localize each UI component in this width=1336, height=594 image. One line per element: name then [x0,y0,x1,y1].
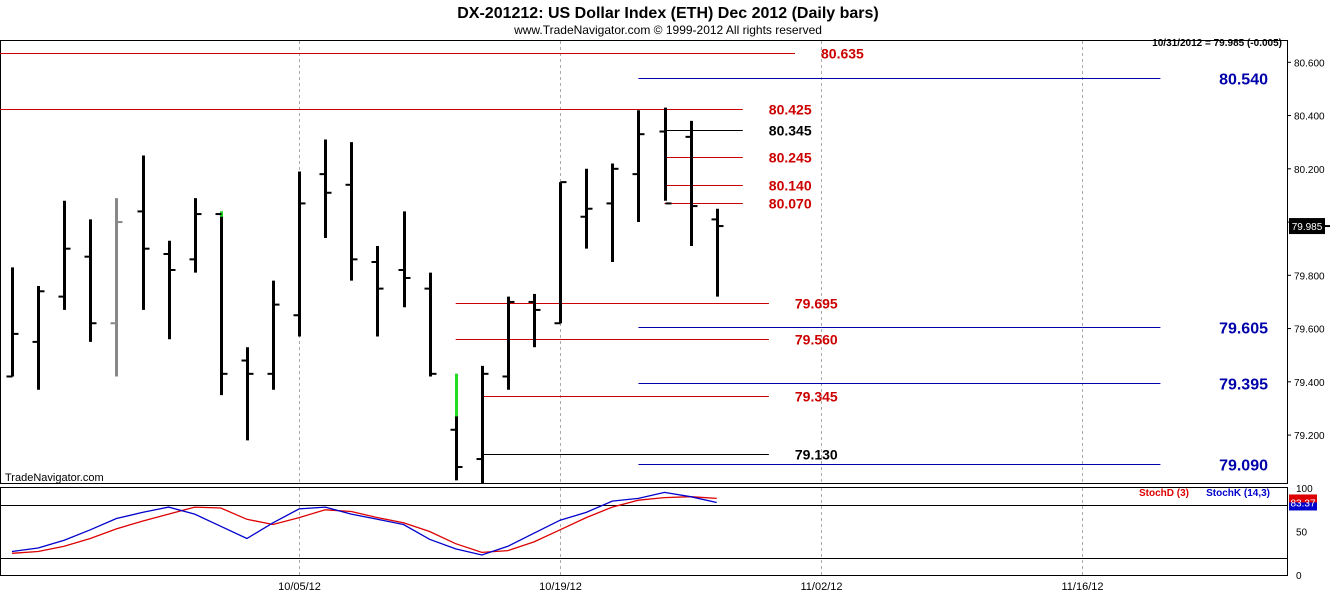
level-label: 80.425 [769,102,812,118]
stoch-y-tick-label: 50 [1296,528,1308,539]
stoch-series-line [11,496,717,554]
level-label: 79.395 [1219,377,1268,394]
stoch-legend-d: StochD (3) [1139,488,1189,499]
chart-copyright: www.TradeNavigator.com © 1999-2012 All r… [513,23,822,37]
stoch-panel-border [0,487,1288,576]
level-label: 79.560 [795,332,838,348]
level-label: 80.540 [1219,72,1268,89]
x-tick-label: 11/02/12 [800,581,842,593]
level-label: 80.345 [769,123,812,139]
x-tick-label: 10/05/12 [278,581,321,593]
stoch-legend-k: StochK (14,3) [1206,488,1270,499]
y-tick-label: 79.800 [1294,271,1325,282]
level-label: 79.130 [795,447,838,463]
y-tick-label: 80.600 [1294,58,1325,69]
level-label: 79.605 [1219,321,1268,338]
stoch-y-tick-label: 100 [1296,484,1313,495]
level-label: 80.140 [769,178,812,194]
level-label: 80.635 [821,46,864,62]
stoch-last-box-top [1289,494,1317,503]
x-tick-label: 10/19/12 [539,581,582,593]
y-tick-label: 80.200 [1294,165,1325,176]
stoch-last-box-bottom [1289,502,1317,511]
level-label: 79.345 [795,389,838,405]
stoch-series-line [11,491,717,556]
stoch-last-value-label: 83.37 [1290,498,1315,509]
price-panel-border [0,40,1288,484]
last-price-label: 79.985 [1292,222,1323,233]
last-price-info: 10/31/2012 = 79.985 (-0.005) [1152,38,1282,49]
level-label: 80.070 [769,196,812,212]
last-price-box [1289,218,1325,235]
stoch-y-tick-label: 0 [1296,571,1302,582]
level-label: 79.090 [1219,458,1268,475]
y-tick-label: 79.200 [1294,431,1325,442]
level-label: 80.245 [769,150,812,166]
x-tick-label: 11/16/12 [1061,581,1103,593]
y-tick-label: 80.400 [1294,112,1325,123]
watermark-text: TradeNavigator.com [5,472,104,484]
y-tick-label: 79.400 [1294,378,1325,389]
chart-title: DX-201212: US Dollar Index (ETH) Dec 201… [457,5,879,22]
y-tick-label: 79.600 [1294,325,1325,336]
level-label: 79.695 [795,296,838,312]
